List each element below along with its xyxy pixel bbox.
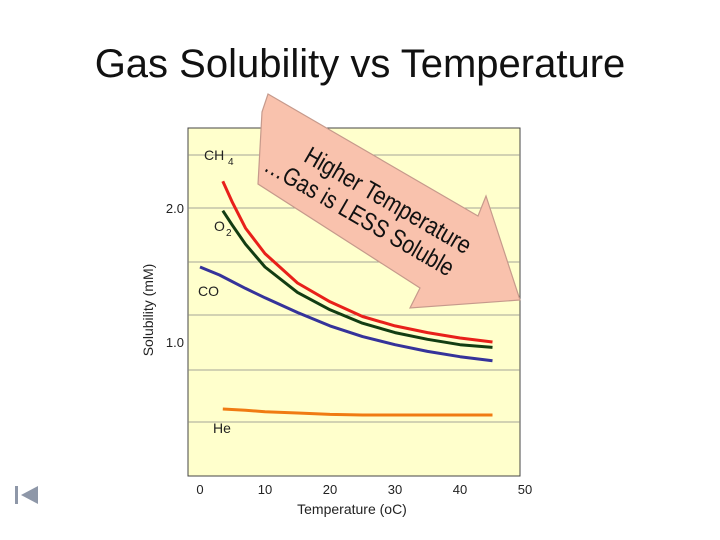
series-label-co: CO (198, 283, 219, 299)
x-tick-label: 50 (518, 482, 532, 497)
y-tick-label: 1.0 (166, 335, 184, 350)
x-tick-label: 10 (258, 482, 272, 497)
slide-title: Gas Solubility vs Temperature (94, 42, 626, 86)
series-label-he: He (213, 420, 231, 436)
y-tick-label: 2.0 (166, 201, 184, 216)
y-axis-label: Solubility (mM) (140, 264, 156, 357)
series-label-ch4: CH (204, 147, 224, 163)
x-axis-label: Temperature (oC) (297, 501, 407, 517)
x-tick-label: 40 (453, 482, 467, 497)
x-tick-label: 0 (196, 482, 203, 497)
series-label-o2-subscript: 2 (226, 228, 232, 239)
skip-to-start-icon[interactable] (14, 484, 40, 506)
series-line-he (222, 407, 493, 417)
series-label-o2: O (214, 218, 225, 234)
series-line-ch4 (221, 180, 493, 344)
x-tick-label: 20 (323, 482, 337, 497)
x-tick-label: 30 (388, 482, 402, 497)
series-line-o2 (221, 209, 493, 349)
arrow-shape (257, 93, 521, 309)
series-label-ch4-subscript: 4 (228, 157, 234, 168)
series-line-co (199, 265, 493, 363)
